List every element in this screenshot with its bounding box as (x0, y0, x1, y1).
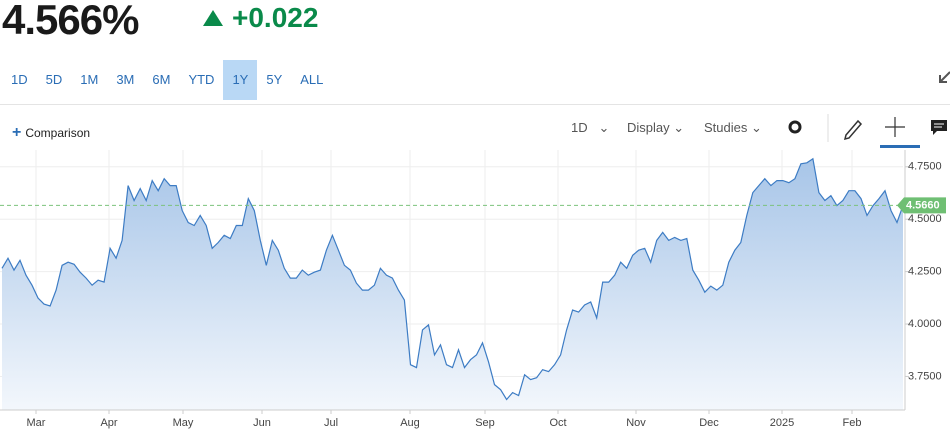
x-tick-label: Jul (324, 417, 338, 429)
y-tick-label: 4.7500 (908, 161, 942, 173)
x-tick-label: Apr (100, 417, 117, 429)
range-button[interactable]: 1Y (223, 60, 258, 100)
range-button[interactable]: ALL (300, 72, 324, 87)
draw-icon[interactable] (843, 119, 863, 141)
divider (0, 104, 950, 105)
range-button[interactable]: 1D (11, 72, 28, 87)
studies-button[interactable]: Studies ⌄ (704, 120, 762, 135)
range-button[interactable]: 3M (116, 72, 135, 87)
chart: 4.5660 3.7500 4.0000 4.2500 4.5000 4.7500 Mar A… (0, 150, 946, 429)
current-label: 4.5660 (906, 199, 940, 211)
x-tick-label: May (173, 417, 194, 429)
display-label: Display (627, 120, 670, 135)
range-bar: 1D 5D 1M 3M 6M YTD 1Y 5Y ALL (2, 60, 332, 100)
comparison-label: Comparison (25, 126, 91, 140)
crosshair-icon[interactable] (885, 117, 905, 137)
current-tag (897, 197, 946, 214)
x-tick-label: Oct (549, 417, 566, 429)
range-button[interactable]: YTD (188, 72, 215, 87)
x-tick-label: Mar (27, 417, 46, 429)
x-tick-label: Sep (475, 417, 495, 429)
collapse-icon[interactable] (936, 70, 950, 90)
comment-icon[interactable] (929, 118, 949, 138)
x-tick-label: Dec (699, 417, 719, 429)
comparison-button[interactable]: + Comparison (12, 124, 91, 141)
y-tick-label: 4.2500 (908, 266, 942, 278)
interval-label: 1D (571, 120, 588, 135)
x-tick-label: 2025 (770, 417, 794, 429)
y-tick-label: 4.0000 (908, 318, 942, 330)
x-tick-label: Feb (843, 417, 862, 429)
interval-button[interactable]: 1D ⌄ (571, 120, 610, 135)
settings-icon[interactable] (788, 120, 802, 134)
price: 4.566% (2, 0, 139, 43)
up-arrow (203, 10, 223, 26)
y-tick-label: 3.7500 (908, 370, 942, 382)
x-tick-label: Aug (400, 417, 420, 429)
range-button[interactable]: 1M (80, 72, 99, 87)
area (2, 158, 903, 410)
line (1, 157, 904, 401)
change: +0.022 (202, 2, 318, 34)
range-button[interactable]: 5Y (266, 72, 283, 87)
range-button[interactable]: 6M (152, 72, 171, 87)
change-value: +0.022 (232, 2, 319, 33)
range-button[interactable]: 5D (45, 72, 63, 87)
crosshair-active (880, 145, 920, 148)
tool-icons (788, 114, 920, 148)
y-tick-label: 4.5000 (908, 213, 942, 225)
display-button[interactable]: Display ⌄ (627, 120, 685, 135)
x-tick-label: Nov (626, 417, 646, 429)
studies-label: Studies (704, 120, 748, 135)
x-tick-label: Jun (253, 417, 271, 429)
